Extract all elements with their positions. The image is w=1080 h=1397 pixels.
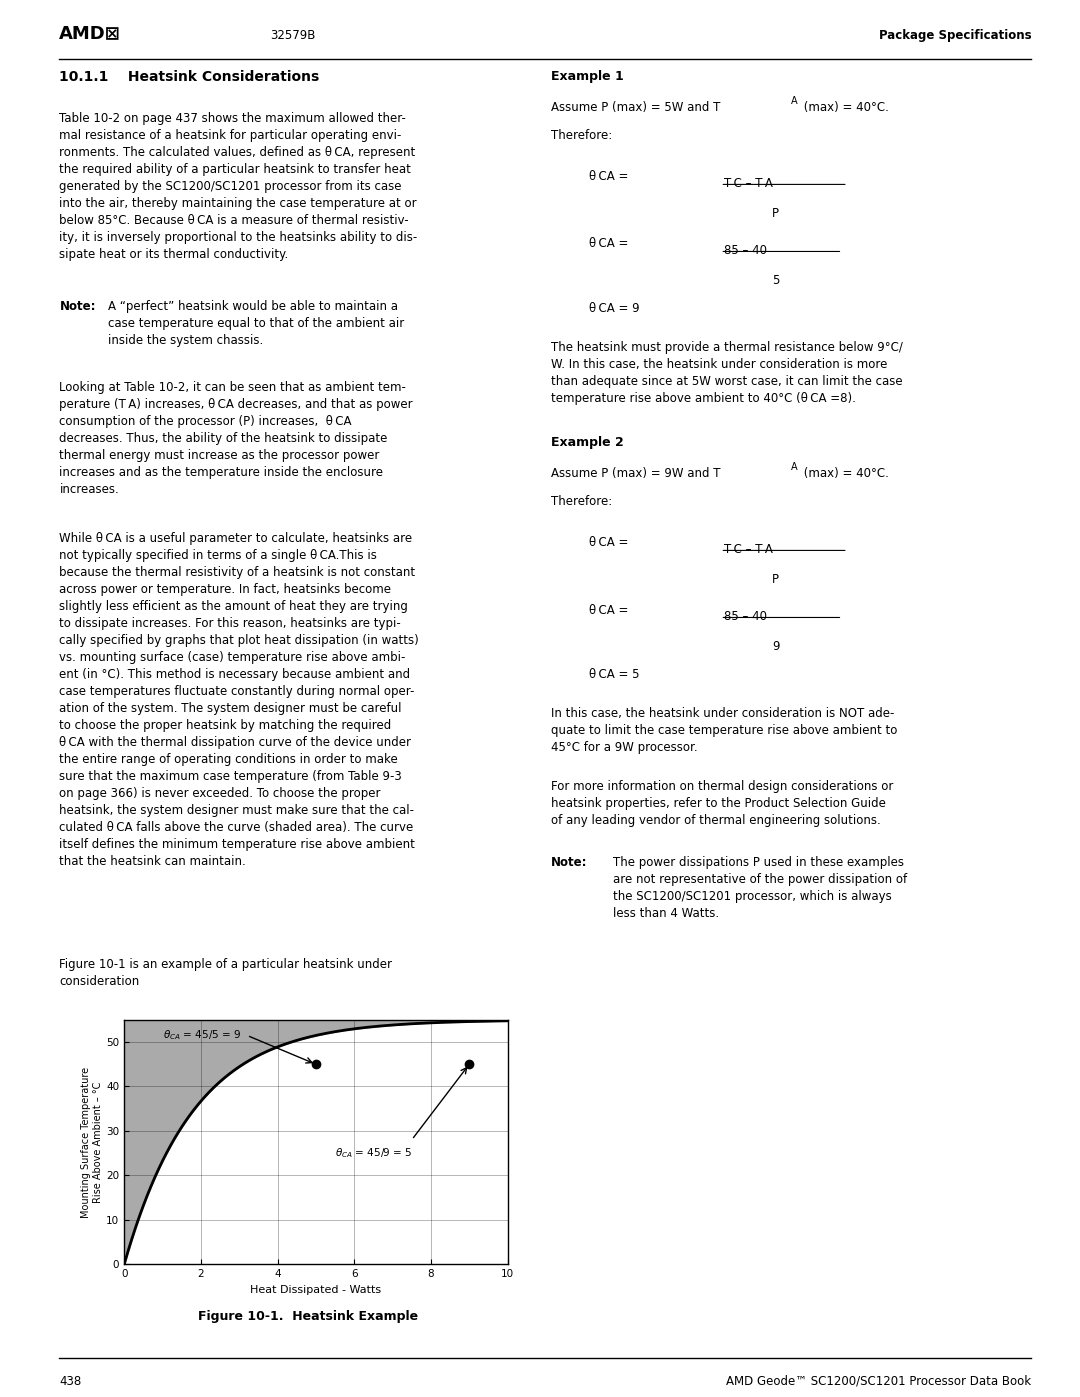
Text: $\theta_{CA}$ = 45/5 = 9: $\theta_{CA}$ = 45/5 = 9 <box>162 1028 241 1042</box>
Text: Assume P (max) = 9W and T: Assume P (max) = 9W and T <box>551 467 720 479</box>
Text: θ CA =: θ CA = <box>589 536 627 549</box>
Text: Note:: Note: <box>59 300 96 313</box>
Text: AMD Geode™ SC1200/SC1201 Processor Data Book: AMD Geode™ SC1200/SC1201 Processor Data … <box>726 1375 1031 1387</box>
Text: A: A <box>791 462 797 472</box>
Text: The power dissipations P used in these examples
are not representative of the po: The power dissipations P used in these e… <box>613 856 907 921</box>
Text: Looking at Table 10-2, it can be seen that as ambient tem-
perature (T A) increa: Looking at Table 10-2, it can be seen th… <box>59 381 413 496</box>
Text: A: A <box>791 96 797 106</box>
Text: (max) = 40°C.: (max) = 40°C. <box>800 101 889 113</box>
Text: P: P <box>772 573 779 585</box>
Text: Assume P (max) = 5W and T: Assume P (max) = 5W and T <box>551 101 720 113</box>
Text: 9: 9 <box>772 640 780 652</box>
Text: Table 10-2 on page 437 shows the maximum allowed ther-
mal resistance of a heats: Table 10-2 on page 437 shows the maximum… <box>59 112 418 261</box>
Text: θ CA = 9: θ CA = 9 <box>589 302 639 314</box>
Text: Example 1: Example 1 <box>551 70 623 82</box>
Text: 32579B: 32579B <box>270 29 315 42</box>
Text: Note:: Note: <box>551 856 588 869</box>
Text: While θ CA is a useful parameter to calculate, heatsinks are
not typically speci: While θ CA is a useful parameter to calc… <box>59 532 419 869</box>
Text: θ CA =: θ CA = <box>589 170 627 183</box>
X-axis label: Heat Dissipated - Watts: Heat Dissipated - Watts <box>251 1285 381 1295</box>
Text: Therefore:: Therefore: <box>551 495 612 507</box>
Text: 438: 438 <box>59 1375 82 1387</box>
Text: Figure 10-1 is an example of a particular heatsink under
consideration: Figure 10-1 is an example of a particula… <box>59 958 392 988</box>
Text: (max) = 40°C.: (max) = 40°C. <box>800 467 889 479</box>
Text: 85 – 40: 85 – 40 <box>724 244 767 257</box>
Text: For more information on thermal design considerations or
heatsink properties, re: For more information on thermal design c… <box>551 780 893 827</box>
Text: $\theta_{CA}$ = 45/9 = 5: $\theta_{CA}$ = 45/9 = 5 <box>335 1147 413 1160</box>
Text: P: P <box>772 207 779 219</box>
Text: T C – T A: T C – T A <box>724 543 772 556</box>
Text: A “perfect” heatsink would be able to maintain a
case temperature equal to that : A “perfect” heatsink would be able to ma… <box>108 300 404 348</box>
Text: θ CA = 5: θ CA = 5 <box>589 668 639 680</box>
Text: Figure 10-1.  Heatsink Example: Figure 10-1. Heatsink Example <box>198 1310 418 1323</box>
Y-axis label: Mounting Surface Temperature
Rise Above Ambient – °C: Mounting Surface Temperature Rise Above … <box>81 1066 104 1218</box>
Text: θ CA =: θ CA = <box>589 604 627 616</box>
Text: In this case, the heatsink under consideration is NOT ade-
quate to limit the ca: In this case, the heatsink under conside… <box>551 707 897 754</box>
Text: The heatsink must provide a thermal resistance below 9°C/
W. In this case, the h: The heatsink must provide a thermal resi… <box>551 341 903 405</box>
Text: 5: 5 <box>772 274 780 286</box>
Text: θ CA =: θ CA = <box>589 237 627 250</box>
Text: 10.1.1    Heatsink Considerations: 10.1.1 Heatsink Considerations <box>59 70 320 84</box>
Text: Example 2: Example 2 <box>551 436 623 448</box>
Text: 85 – 40: 85 – 40 <box>724 610 767 623</box>
Text: AMD⊠: AMD⊠ <box>59 24 121 42</box>
Text: Therefore:: Therefore: <box>551 129 612 141</box>
Text: Package Specifications: Package Specifications <box>879 29 1031 42</box>
Text: T C – T A: T C – T A <box>724 177 772 190</box>
